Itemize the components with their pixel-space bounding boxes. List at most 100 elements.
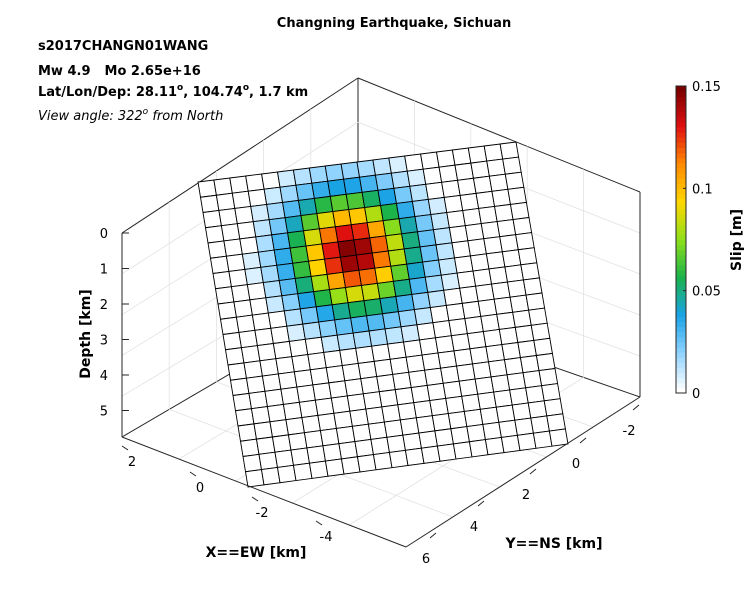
subfault-cell [541,383,561,402]
subfault-cell [467,145,488,164]
mw-value: Mw 4.9 [38,64,91,79]
subfault-cell [418,337,439,356]
subfault-cell [229,175,249,194]
colorbar-segment [676,142,686,148]
subfault-cell [507,186,527,205]
subfault-cell [222,331,242,351]
subfault-cell [292,462,313,482]
subfault-cell [390,170,411,189]
colorbar-segment [676,126,686,133]
subfault-cell [355,252,376,271]
colorbar-segment [676,239,686,246]
colorbar-segment [676,357,686,363]
subfault-cell [266,403,287,423]
colorbar-segment [676,219,686,225]
subfault-cell [294,275,315,295]
subfault-cell [253,421,273,440]
magnitude-moment: Mw 4.9 Mo 2.65e+16 [38,64,201,79]
subfault-cell [297,291,317,310]
subfault-cell [404,447,425,467]
subfault-cell [392,371,412,391]
subfault-cell [461,300,482,320]
subfault-cell [269,419,289,438]
subfault-cell [438,257,458,276]
colorbar-segment [676,229,686,235]
subfault-cell [429,304,450,324]
subfault-cell [197,179,217,198]
ew-tick [251,496,259,502]
subfault-cell [445,302,466,322]
subfault-cell [340,161,361,180]
subfault-cell [538,367,559,387]
subfault-cell [348,207,368,226]
subfault-cell [434,428,454,447]
subfault-cell [228,268,248,288]
subfault-cell [451,147,472,166]
subfault-cell [388,155,408,174]
subfault-cell [501,249,522,268]
subfault-cell [234,408,255,427]
subfault-cell [302,321,322,340]
subfault-cell [454,162,474,181]
subfault-cell [485,344,506,363]
subfault-cell [266,201,286,221]
subfault-cell [448,225,469,244]
subfault-cell [218,207,238,227]
depth-tick-label: 1 [100,263,108,278]
subfault-cell [398,216,419,235]
subfault-cell [312,382,332,401]
subfault-cell [289,245,310,264]
subfault-cell [257,249,278,268]
subfault-cell [337,239,357,258]
subfault-cell [355,345,375,364]
depth-tick-label: 3 [100,334,108,349]
subfault-cell [258,451,279,471]
subfault-cell [519,355,540,374]
subfault-cell [421,352,442,371]
subfault-cell [424,274,445,293]
subfault-cell [517,247,538,266]
subfault-cell [304,336,325,356]
subfault-cell [313,195,334,215]
subfault-cell [405,354,426,373]
subfault-cell [431,413,452,432]
ns-tick [477,500,485,507]
subfault-cell [281,293,301,312]
ns-tick-label: 6 [422,552,430,567]
colorbar-segment [676,259,686,266]
subfault-cell [362,391,383,410]
colorbar-segment [676,162,686,169]
colorbar-segment [676,382,686,389]
colorbar-segment [676,96,686,102]
subfault-cell [363,298,384,317]
colorbar-segment [676,86,686,92]
subfault-cell [385,233,405,252]
subfault-cell [339,254,360,273]
subfault-cell [503,357,524,376]
ns-tick-label: -2 [623,424,636,439]
subfault-cell [293,369,314,388]
subfault-cell [411,198,432,218]
subfault-cell [274,449,295,468]
subfault-cell [470,160,490,179]
subfault-cell [313,289,333,308]
subfault-cell [502,156,522,175]
subfault-cell [202,209,222,229]
subfault-cell [512,309,532,328]
subfault-cell [254,327,274,347]
subfault-cell [350,315,370,334]
view-degree: o [143,107,149,117]
subfault-cell [380,202,400,222]
subfault-cell [322,443,342,462]
subfault-cell [225,253,246,272]
subfault-cell [373,358,394,378]
subfault-cell [369,235,389,254]
subfault-cell [422,259,442,278]
subfault-cell [325,365,346,384]
subfault-cell [367,421,388,440]
subfault-cell [227,362,247,381]
colorbar-segment [676,183,686,189]
colorbar-segment [676,275,686,282]
subfault-cell [298,399,319,419]
subfault-cell [488,173,509,192]
